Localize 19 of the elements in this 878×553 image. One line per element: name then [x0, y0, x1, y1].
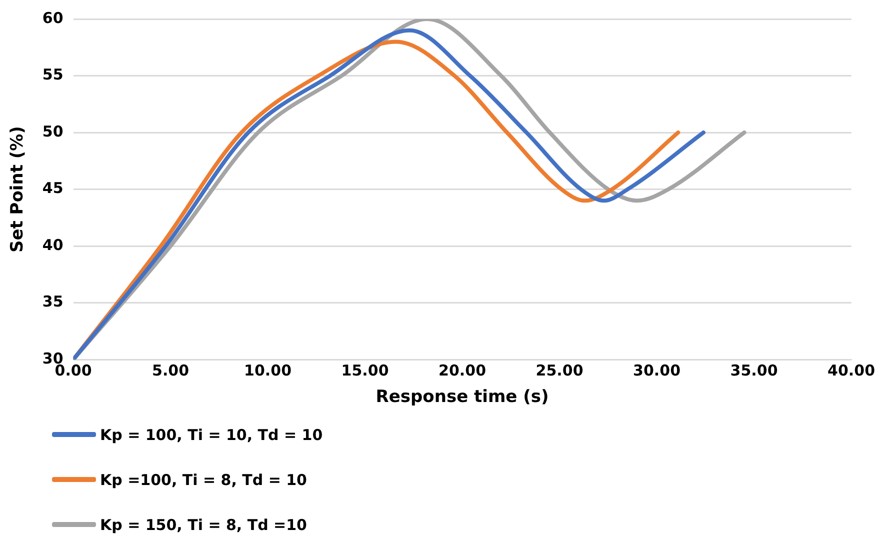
y-tick-label: 40 [42, 236, 64, 254]
x-axis-title: Response time (s) [376, 387, 549, 408]
legend-label: Kp =100, Ti = 8, Td = 10 [100, 470, 307, 488]
x-tick-label: 40.00 [828, 361, 876, 380]
legend-label: Kp = 100, Ti = 10, Td = 10 [100, 426, 323, 444]
x-tick-label: 30.00 [633, 361, 681, 380]
x-tick-label: 5.00 [152, 361, 190, 380]
legend-label: Kp = 150, Ti = 8, Td =10 [100, 516, 307, 534]
y-tick-label: 60 [42, 8, 64, 27]
x-tick-label: 15.00 [341, 361, 389, 380]
y-tick-label: 45 [42, 179, 64, 198]
x-tick-label: 35.00 [730, 361, 778, 380]
x-tick-label: 20.00 [438, 361, 486, 380]
y-tick-label: 50 [42, 122, 64, 140]
x-tick-label: 25.00 [536, 361, 584, 380]
x-tick-label: 10.00 [244, 361, 292, 380]
y-tick-label: 35 [42, 292, 64, 311]
y-axis-title: Set Point (%) [8, 126, 28, 253]
y-tick-label: 55 [42, 66, 64, 84]
